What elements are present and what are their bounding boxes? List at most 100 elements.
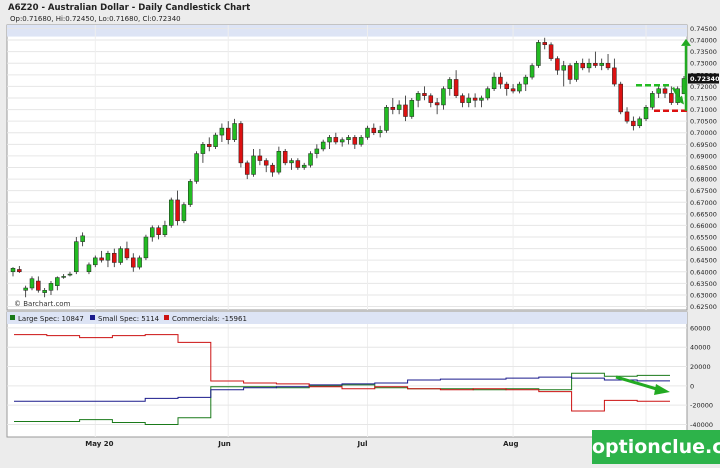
- cot-tick-label: 40000: [690, 344, 711, 352]
- copyright-text: © Barchart.com: [14, 300, 71, 308]
- legend-small-spec: Small Spec: 5114: [98, 315, 160, 323]
- candle-down: [352, 137, 358, 145]
- candle-up: [93, 257, 98, 266]
- cot-tick-label: -20000: [690, 402, 713, 410]
- candle-down: [662, 88, 668, 94]
- candle-up: [29, 278, 35, 289]
- candle-down: [434, 102, 440, 106]
- candle-down: [333, 137, 339, 143]
- candle-down: [669, 93, 674, 103]
- candle-down: [612, 67, 617, 85]
- candle-down: [225, 127, 231, 140]
- cot-arrow-shaft: [615, 375, 661, 392]
- candle-up: [61, 276, 66, 278]
- candle-up: [339, 139, 345, 143]
- candle-up: [169, 199, 174, 226]
- candle-up: [346, 137, 351, 140]
- candle-up: [105, 252, 111, 261]
- candle-up: [187, 181, 193, 205]
- candle-up: [415, 93, 421, 101]
- candle-up: [396, 104, 402, 110]
- candle-down: [238, 123, 244, 164]
- candle-up: [574, 62, 579, 80]
- candle-down: [124, 248, 130, 259]
- candle-down: [618, 83, 623, 113]
- price-tick-label: 0.65500: [690, 234, 717, 242]
- price-tick-label: 0.69000: [690, 152, 717, 160]
- candle-up: [491, 76, 497, 89]
- candle-down: [390, 107, 396, 110]
- chart-title: A6Z20 - Australian Dollar - Daily Candle…: [8, 3, 250, 13]
- price-tick-label: 0.72000: [690, 83, 717, 91]
- legend-large-spec: Large Spec: 10847: [18, 315, 84, 323]
- price-tick-label: 0.67500: [690, 187, 717, 195]
- annotations: [636, 38, 691, 112]
- candle-down: [624, 111, 630, 122]
- candle-up: [118, 248, 123, 263]
- ohlc-readout: Op:0.71680, Hi:0.72450, Lo:0.71680, Cl:0…: [10, 15, 181, 23]
- arrow-up-head: [681, 38, 691, 46]
- cot-legend-band: [7, 312, 687, 324]
- candle-up: [561, 65, 566, 71]
- candle-down: [510, 88, 516, 92]
- candle-up: [650, 93, 655, 108]
- candle-down: [175, 199, 180, 222]
- candle-up: [80, 235, 85, 242]
- cot-axis: 60000 40000 20000 0 -20000 -40000: [690, 324, 713, 429]
- legend-commercials: Commercials: -15961: [172, 315, 247, 323]
- candle-up: [377, 130, 383, 133]
- x-tick-label: Jun: [217, 440, 231, 448]
- price-tick-label: 0.66000: [690, 222, 717, 230]
- price-tick-label: 0.66500: [690, 210, 717, 218]
- x-axis: May 20JunJulAugSep: [85, 440, 651, 448]
- candle-down: [206, 144, 212, 147]
- price-tick-label: 0.74500: [690, 25, 717, 33]
- candle-up: [251, 155, 256, 175]
- candle-down: [257, 155, 263, 161]
- candle-up: [637, 118, 642, 127]
- x-tick-label: Jul: [356, 440, 367, 448]
- candle-up: [42, 290, 47, 293]
- price-tick-label: 0.71000: [690, 106, 717, 114]
- candle-up: [320, 141, 326, 150]
- candle-down: [593, 62, 598, 66]
- candle-up: [194, 153, 199, 182]
- candle-up: [441, 88, 446, 106]
- candle-up: [232, 123, 237, 140]
- candle-up: [365, 127, 370, 138]
- candle-down: [472, 97, 478, 101]
- candle-up: [276, 151, 282, 173]
- candle-up: [599, 62, 604, 66]
- candle-down: [131, 257, 136, 268]
- cot-arrow-head: [654, 384, 670, 395]
- last-price-tag: [688, 73, 719, 84]
- price-tick-label: 0.64000: [690, 268, 717, 276]
- x-tick-label: Aug: [503, 440, 518, 448]
- price-tick-label: 0.74000: [690, 37, 717, 45]
- candle-up: [219, 127, 225, 136]
- candle-down: [263, 160, 269, 166]
- cot-tick-label: 20000: [690, 363, 711, 371]
- candle-up: [656, 88, 661, 94]
- price-tick-label: 0.73500: [690, 48, 717, 56]
- candle-down: [17, 269, 22, 273]
- candle-down: [567, 65, 573, 80]
- price-axis: 0.745000.740000.735000.730000.725000.720…: [688, 25, 720, 311]
- candle-up: [409, 100, 415, 117]
- price-tick-label: 0.64500: [690, 257, 717, 265]
- candle-down: [580, 62, 585, 69]
- price-tick-label: 0.71500: [690, 94, 717, 102]
- arrow-down-head: [676, 95, 684, 105]
- candle-up: [308, 153, 313, 166]
- candle-down: [605, 62, 611, 69]
- candle-down: [403, 104, 408, 117]
- cot-series-line: [14, 376, 670, 402]
- watermark-badge: optionclue.com: [592, 430, 720, 464]
- candle-up: [67, 273, 73, 276]
- legend-swatch-small-spec: [90, 315, 95, 320]
- price-tick-label: 0.70000: [690, 129, 717, 137]
- candle-up: [529, 65, 535, 78]
- candle-up: [150, 227, 155, 238]
- candle-up: [48, 283, 54, 291]
